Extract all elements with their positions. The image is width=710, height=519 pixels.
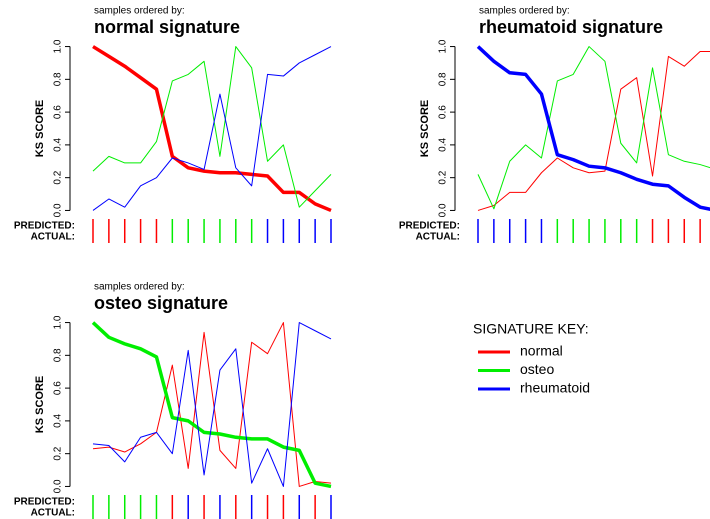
title: rheumatoid signature — [479, 17, 663, 37]
series-line — [92, 46, 332, 208]
actual-label: ACTUAL: — [31, 508, 75, 519]
actual-label: ACTUAL: — [31, 232, 75, 243]
y-tick-label: 0.0 — [438, 203, 449, 217]
y-axis-label: KS SCORE — [34, 100, 46, 157]
legend-title: SIGNATURE KEY: — [473, 321, 589, 337]
y-tick-label: 0.8 — [53, 348, 64, 362]
y-axis-label: KS SCORE — [419, 100, 431, 157]
y-tick-label: 1.0 — [53, 315, 64, 329]
subtitle: samples ordered by: — [94, 6, 185, 17]
y-tick-label: 0.4 — [53, 414, 64, 428]
series-line — [477, 46, 710, 210]
series-line — [92, 322, 332, 487]
y-tick-label: 0.0 — [53, 479, 64, 493]
series-line — [92, 322, 332, 487]
series-line — [92, 46, 332, 211]
y-tick-label: 0.0 — [53, 203, 64, 217]
y-tick-label: 1.0 — [53, 39, 64, 53]
series-line — [92, 45, 332, 213]
y-axis-label: KS SCORE — [34, 376, 46, 433]
series-line — [91, 321, 332, 489]
title: normal signature — [94, 17, 240, 37]
actual-label: ACTUAL: — [416, 232, 460, 243]
y-tick-label: 0.8 — [53, 72, 64, 86]
y-tick-label: 0.2 — [53, 170, 64, 184]
y-tick-label: 1.0 — [438, 39, 449, 53]
series-line — [477, 50, 710, 211]
subtitle: samples ordered by: — [479, 6, 570, 17]
y-tick-label: 0.2 — [53, 446, 64, 460]
predicted-label: PREDICTED: — [399, 221, 460, 232]
title: osteo signature — [94, 293, 228, 313]
y-tick-label: 0.4 — [438, 138, 449, 152]
legend-label: rheumatoid — [520, 380, 590, 396]
y-tick-label: 0.6 — [53, 381, 64, 395]
y-tick-label: 0.4 — [53, 138, 64, 152]
predicted-label: PREDICTED: — [14, 221, 75, 232]
legend-label: osteo — [520, 361, 554, 377]
y-tick-label: 0.6 — [53, 105, 64, 119]
legend-label: normal — [520, 343, 563, 359]
series-line — [476, 45, 710, 211]
y-tick-label: 0.6 — [438, 105, 449, 119]
y-tick-label: 0.2 — [438, 170, 449, 184]
y-tick-label: 0.8 — [438, 72, 449, 86]
predicted-label: PREDICTED: — [14, 497, 75, 508]
subtitle: samples ordered by: — [94, 282, 185, 293]
